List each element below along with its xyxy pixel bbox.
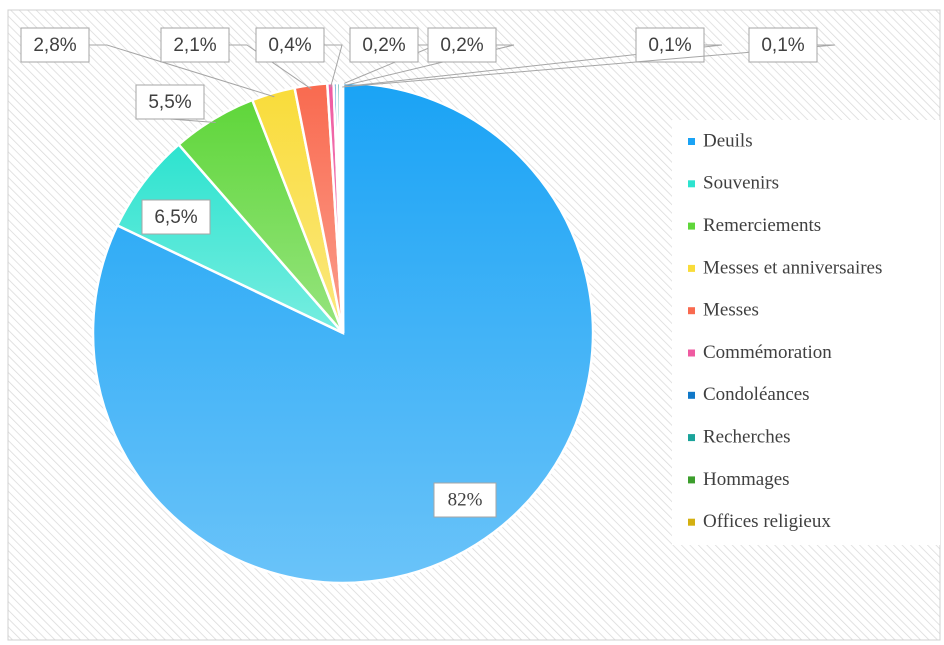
data-label-box <box>635 27 705 63</box>
legend-label: Messes et anniversaires <box>703 257 882 278</box>
leader-line <box>340 44 723 88</box>
legend-label: Condoléances <box>703 384 810 405</box>
leader-line <box>169 118 216 124</box>
data-label-box <box>427 27 497 63</box>
legend-label: Recherches <box>703 426 791 447</box>
legend-swatch <box>688 138 695 145</box>
data-label-box <box>349 27 419 63</box>
legend-label: Messes <box>703 300 759 321</box>
data-label: 6,5% <box>154 207 197 228</box>
legend-label: Hommages <box>703 469 790 490</box>
legend-swatch <box>688 307 695 315</box>
leader-line <box>89 44 275 98</box>
legend-label: Offices religieux <box>703 511 831 532</box>
data-label: 2,8% <box>33 35 76 56</box>
data-label-box <box>141 199 211 235</box>
leader-line <box>342 44 836 88</box>
data-label: 0,2% <box>362 35 405 56</box>
pie-slice <box>340 81 345 334</box>
data-label: 2,1% <box>173 35 216 56</box>
legend-swatch <box>688 518 695 526</box>
legend-swatch <box>688 476 695 484</box>
legend-swatch <box>688 391 695 399</box>
data-label-box <box>135 84 205 120</box>
legend-label: Remerciements <box>703 215 821 236</box>
legend-swatch <box>688 264 695 272</box>
legend-box <box>672 120 940 545</box>
legend-swatch <box>688 349 695 357</box>
data-label-box <box>433 482 497 518</box>
legend-swatch <box>688 180 695 188</box>
legend-swatch <box>688 434 695 442</box>
data-label: 0,4% <box>268 35 311 56</box>
leader-line <box>338 44 515 88</box>
leader-line <box>229 44 312 90</box>
data-label-box <box>255 27 325 63</box>
legend-label: Commémoration <box>703 342 832 363</box>
legend-label: Souvenirs <box>703 173 779 194</box>
data-label: 0,1% <box>648 35 691 56</box>
data-label-box <box>748 27 818 63</box>
data-label-box <box>20 27 90 63</box>
data-label: 0,2% <box>440 35 483 56</box>
data-label: 82% <box>448 489 483 510</box>
data-label: 5,5% <box>148 92 191 113</box>
legend-swatch <box>688 222 695 230</box>
data-label: 0,1% <box>761 35 804 56</box>
legend-label: Deuils <box>703 130 753 151</box>
data-label-box <box>160 27 230 63</box>
leader-line <box>324 44 343 88</box>
